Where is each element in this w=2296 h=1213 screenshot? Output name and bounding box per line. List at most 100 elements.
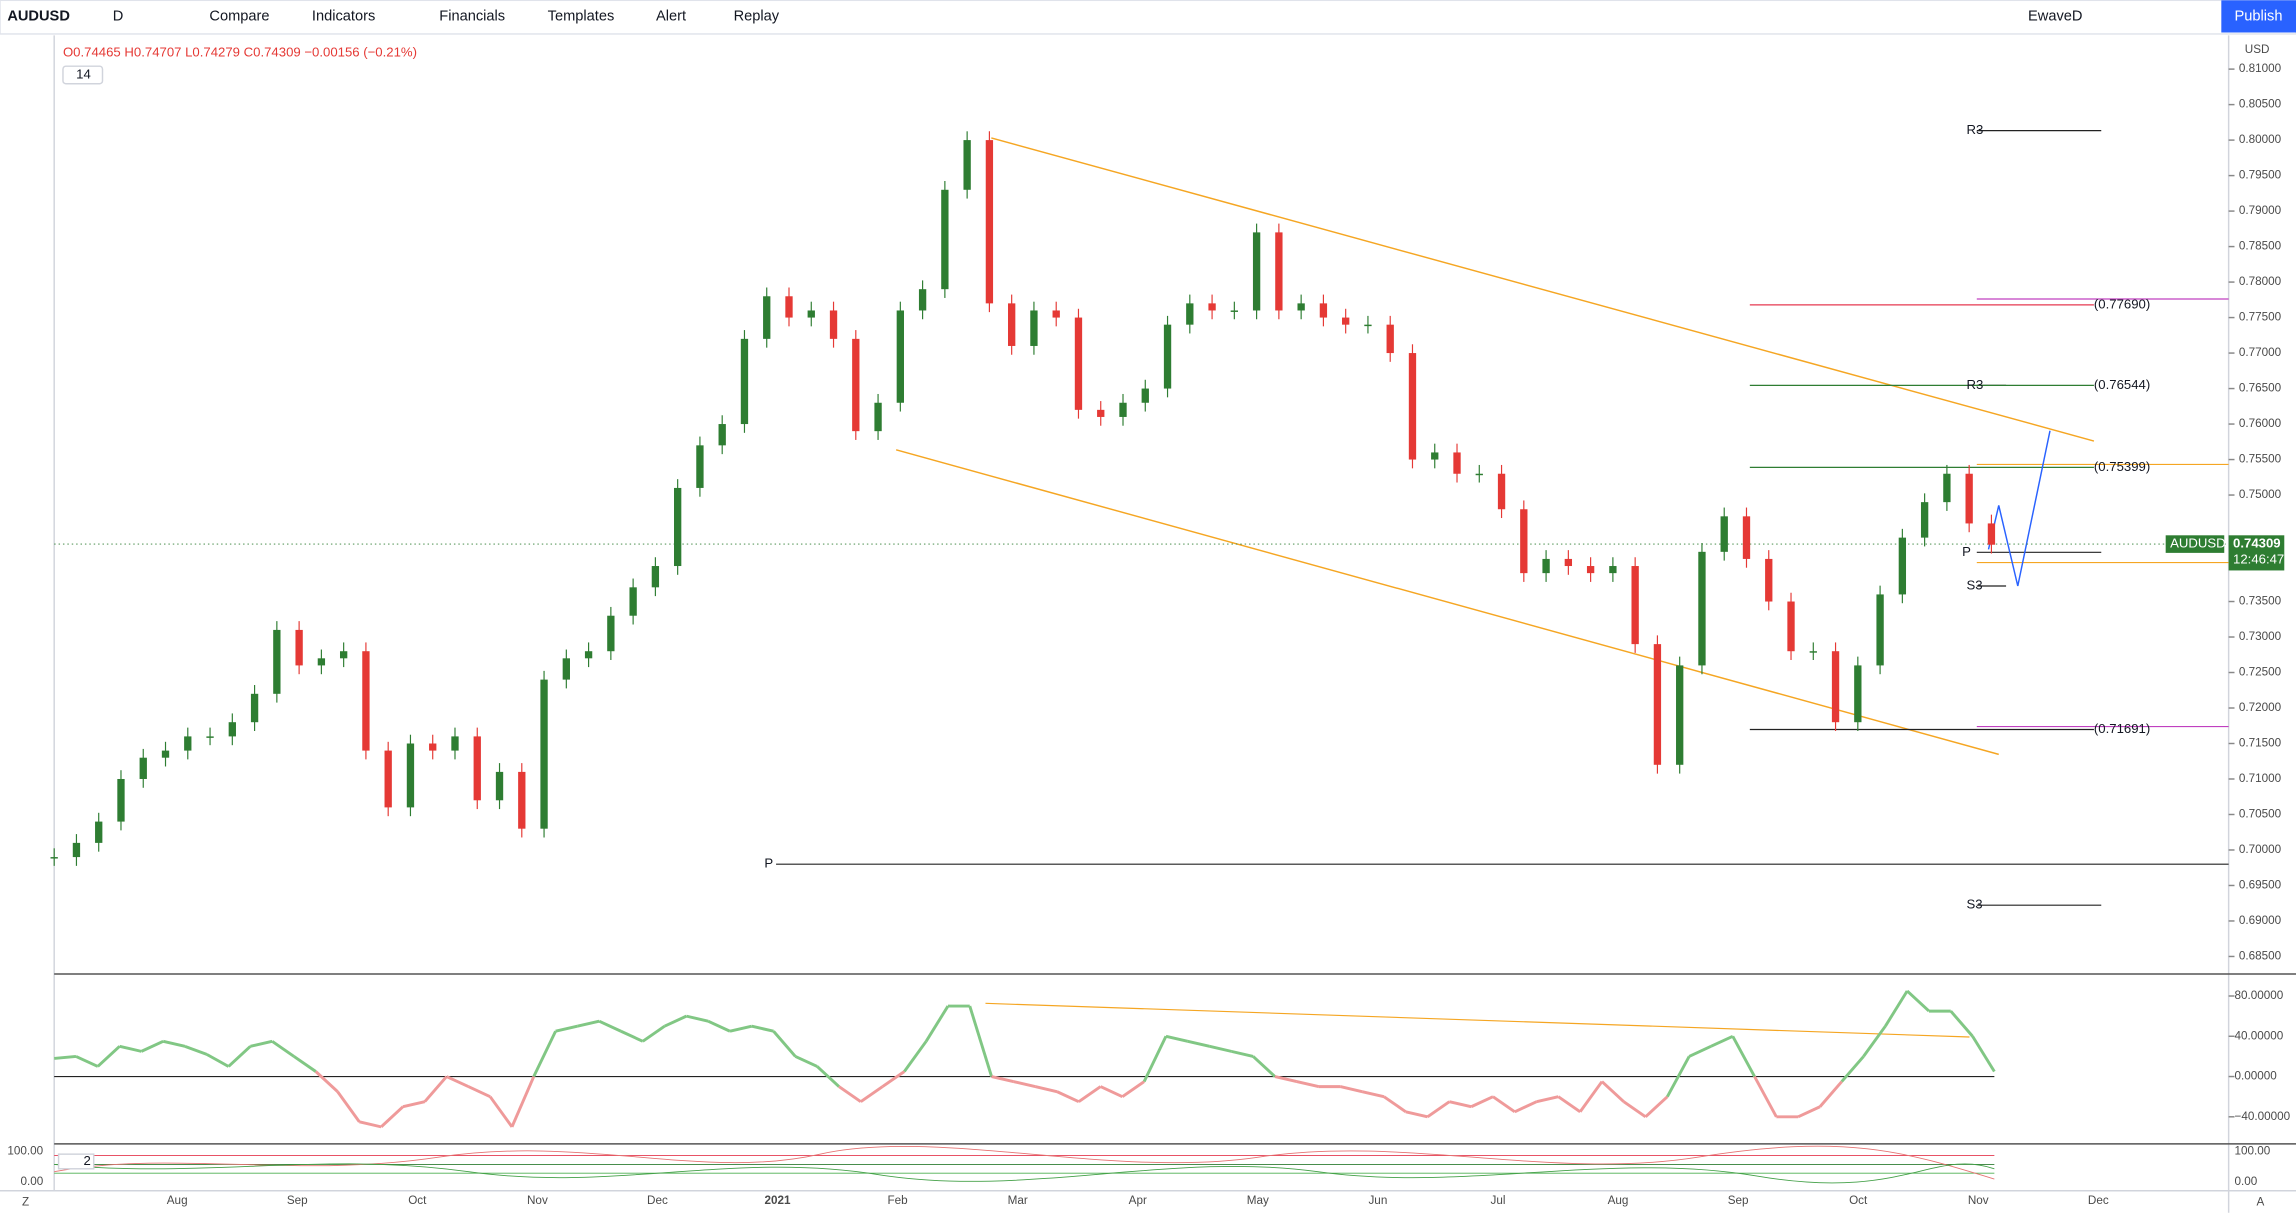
osc-segment: [1862, 1025, 1887, 1058]
candle-body: [1141, 388, 1149, 403]
level-label: (0.75399): [2094, 459, 2150, 474]
osc-segment: [336, 1090, 361, 1123]
osc-segment: [1470, 1095, 1494, 1109]
symbol[interactable]: AUDUSD: [7, 8, 70, 24]
osc-segment: [1840, 1055, 1865, 1083]
osc-segment: [1274, 1075, 1298, 1083]
candle-body: [1698, 551, 1706, 666]
osc-segment: [1187, 1039, 1210, 1048]
month-label: Mar: [1008, 1194, 1028, 1207]
month-label: Apr: [1129, 1194, 1147, 1207]
osc-segment: [1557, 1095, 1581, 1113]
osc-segment: [1405, 1110, 1428, 1119]
candle-body: [1965, 473, 1973, 524]
toolbar-item[interactable]: Replay: [734, 8, 780, 24]
candle-body: [1186, 303, 1194, 325]
month-label: Dec: [2088, 1194, 2109, 1207]
candle-body: [629, 587, 637, 616]
osc-segment: [816, 1065, 840, 1088]
candle-body: [1542, 558, 1550, 574]
osc-segment: [1231, 1049, 1254, 1058]
price-tick-label: 0.75500: [2239, 453, 2282, 466]
osc-segment: [1797, 1105, 1821, 1119]
toolbar-item[interactable]: Alert: [656, 8, 686, 24]
channel-line: [991, 137, 2095, 442]
candle-body: [696, 445, 704, 488]
pane-badge-text[interactable]: 2: [83, 1153, 90, 1168]
publish-button[interactable]: [2221, 0, 2296, 33]
candle-body: [184, 736, 192, 751]
candle-body: [495, 771, 504, 801]
price-tick-label: 0.79000: [2239, 204, 2282, 217]
osc-segment: [968, 1005, 993, 1077]
candle-body: [1586, 566, 1595, 574]
osc-segment: [859, 1085, 884, 1103]
stoch-line: [54, 1163, 1995, 1184]
month-label: Nov: [1968, 1194, 1989, 1207]
toolbar-item[interactable]: Financials: [439, 8, 505, 24]
candle-body: [317, 658, 326, 666]
level-label: R3: [1967, 122, 1984, 137]
candle-body: [1297, 303, 1305, 311]
osc-segment: [206, 1053, 230, 1068]
candle-body: [607, 615, 615, 652]
candle-body: [941, 189, 949, 290]
osc-segment: [359, 1120, 382, 1129]
osc-segment: [1514, 1100, 1538, 1114]
currency[interactable]: USD: [2245, 43, 2270, 56]
interval[interactable]: D: [113, 8, 124, 24]
candle-body: [584, 651, 593, 659]
osc-segment: [380, 1105, 404, 1128]
price-tick-label: 0.76500: [2239, 382, 2282, 395]
osc-tick-label: 40.00000: [2235, 1029, 2284, 1042]
candle-body: [852, 338, 860, 432]
candle-body: [473, 736, 481, 801]
osc-segment: [838, 1085, 862, 1103]
osc-segment: [1296, 1080, 1319, 1089]
osc-segment: [293, 1055, 317, 1073]
corner-button[interactable]: A: [2256, 1196, 2264, 1209]
price-tick-label: 0.80000: [2239, 133, 2282, 146]
month-label: Sep: [287, 1194, 308, 1207]
month-label: Feb: [888, 1194, 909, 1207]
layout-name[interactable]: EwaveD: [2028, 8, 2082, 24]
candle-body: [1386, 324, 1394, 354]
candle-body: [1609, 566, 1617, 574]
osc-segment: [1383, 1095, 1407, 1113]
corner-button[interactable]: Z: [22, 1196, 29, 1209]
osc-segment: [1361, 1090, 1385, 1099]
month-label: Sep: [1728, 1194, 1749, 1207]
osc-segment: [510, 1075, 536, 1128]
month-label: Oct: [408, 1194, 427, 1207]
indicator-badge[interactable]: [62, 65, 104, 85]
toolbar-item[interactable]: Indicators: [312, 8, 375, 24]
osc-segment: [1013, 1080, 1036, 1089]
osc-segment: [1710, 1034, 1734, 1048]
candle-body: [72, 842, 81, 858]
osc-segment: [751, 1024, 774, 1033]
toolbar-item[interactable]: Compare: [209, 8, 269, 24]
candle-body: [1342, 317, 1350, 325]
toolbar-item[interactable]: Templates: [548, 8, 615, 24]
candle-body: [1275, 232, 1283, 311]
price-tick-label: 0.78500: [2239, 240, 2282, 253]
price-tick-label: 0.71000: [2239, 772, 2282, 785]
price-tick-label: 0.75000: [2239, 488, 2282, 501]
osc-segment: [1884, 990, 1909, 1027]
indicator-length[interactable]: 14: [76, 66, 91, 81]
publish[interactable]: Publish: [2235, 8, 2283, 24]
osc-segment: [772, 1030, 797, 1058]
level-label: (0.77690): [2094, 296, 2150, 311]
osc-segment: [119, 1044, 142, 1053]
candle-body: [807, 310, 815, 318]
osc-segment: [1142, 1035, 1168, 1083]
osc-segment: [1536, 1095, 1559, 1104]
symbol-tag: [2165, 535, 2225, 553]
month-label: Aug: [167, 1194, 188, 1207]
price-tick-label: 0.69500: [2239, 879, 2282, 892]
osc-segment: [1731, 1035, 1756, 1078]
candle-body: [896, 310, 904, 403]
osc-segment: [1077, 1085, 1102, 1103]
price-tick-label: 0.81000: [2239, 62, 2282, 75]
